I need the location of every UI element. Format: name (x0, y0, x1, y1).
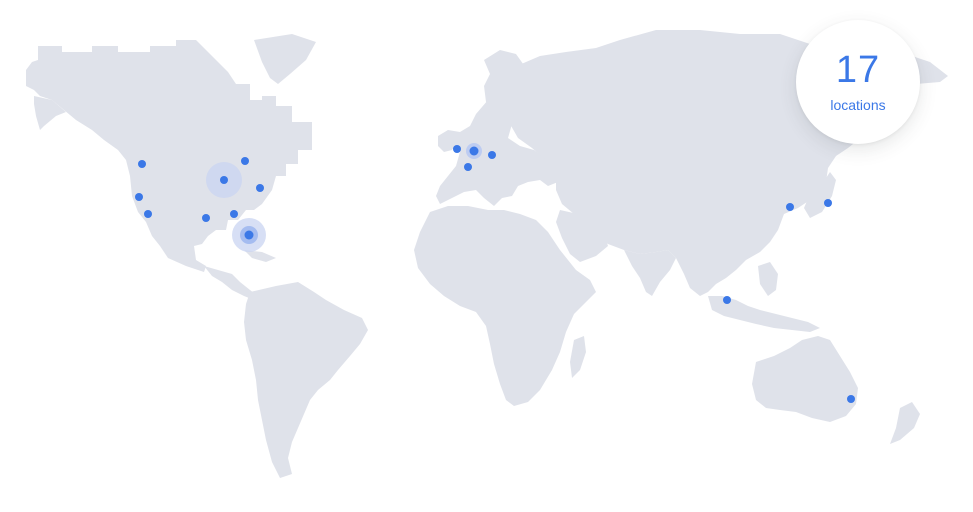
location-dot[interactable] (230, 210, 238, 218)
location-markers (135, 143, 855, 403)
location-dot[interactable] (144, 210, 152, 218)
british-isles (438, 132, 456, 152)
africa-landmass (414, 206, 596, 406)
location-dot[interactable] (244, 230, 254, 240)
location-count-label: locations (830, 97, 886, 113)
madagascar (570, 336, 586, 378)
location-dot[interactable] (847, 395, 855, 403)
central-america (204, 266, 262, 302)
philippines (758, 262, 778, 296)
location-count-badge: 17 locations (796, 20, 920, 144)
location-dot[interactable] (723, 296, 731, 304)
south-america-landmass (244, 282, 368, 478)
southeast-asia-islands (708, 296, 820, 332)
location-dot[interactable] (824, 199, 832, 207)
location-dot[interactable] (135, 193, 143, 201)
location-dot[interactable] (464, 163, 472, 171)
location-dot[interactable] (256, 184, 264, 192)
location-dot[interactable] (488, 151, 496, 159)
arabian-peninsula (556, 210, 608, 262)
new-zealand (890, 402, 920, 444)
north-america-landmass (26, 40, 312, 272)
japan (804, 172, 836, 218)
india-subcontinent (624, 250, 676, 296)
alaska-peninsula (34, 96, 66, 130)
location-dot[interactable] (469, 146, 479, 156)
europe-landmass (436, 92, 558, 206)
location-count-value: 17 (835, 49, 881, 91)
location-dot[interactable] (202, 214, 210, 222)
caribbean-islands (244, 250, 276, 262)
greenland (254, 34, 316, 84)
australia-landmass (752, 336, 858, 422)
location-dot[interactable] (453, 145, 461, 153)
location-dot[interactable] (220, 176, 228, 184)
location-dot[interactable] (786, 203, 794, 211)
location-dot[interactable] (241, 157, 249, 165)
location-dot[interactable] (138, 160, 146, 168)
